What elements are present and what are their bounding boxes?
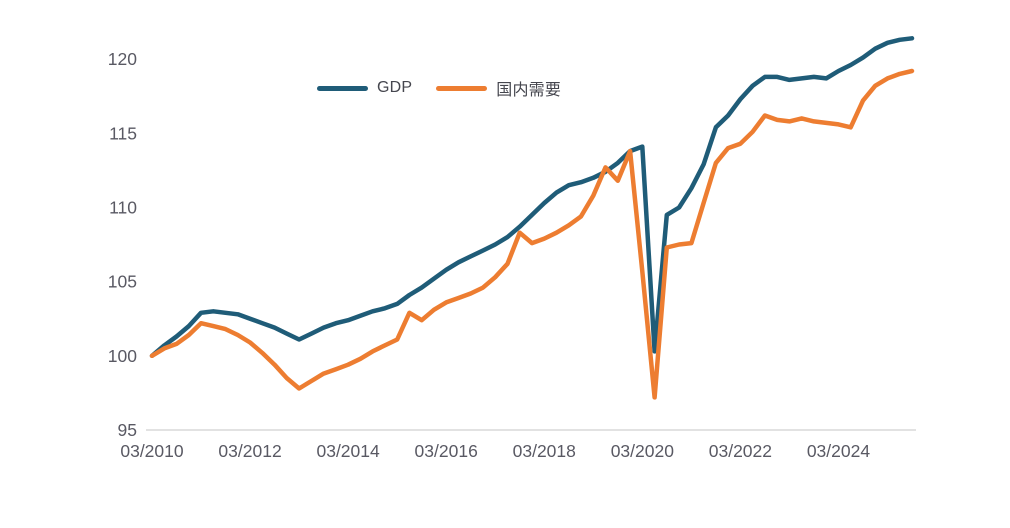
domestic-demand-line-swatch bbox=[436, 85, 488, 91]
x-tick-label: 03/2012 bbox=[218, 441, 281, 461]
legend-item-gdp: GDP bbox=[317, 79, 412, 97]
x-tick-label: 03/2018 bbox=[513, 441, 576, 461]
x-tick-label: 03/2014 bbox=[316, 441, 380, 461]
y-tick-label: 95 bbox=[118, 420, 137, 440]
gdp-line bbox=[149, 36, 915, 359]
legend-label-domestic-demand: 国内需要 bbox=[496, 82, 562, 99]
y-tick-label: 120 bbox=[108, 49, 137, 69]
x-tick-label: 03/2016 bbox=[415, 441, 478, 461]
chart-legend: GDP 国内需要 bbox=[317, 76, 561, 100]
legend-item-domestic-demand: 国内需要 bbox=[436, 76, 561, 100]
x-tick-label: 03/2020 bbox=[611, 441, 675, 461]
gdp-line-swatch bbox=[317, 85, 368, 91]
y-tick-label: 100 bbox=[108, 346, 137, 366]
domestic-demand-line bbox=[149, 68, 915, 400]
legend-label-gdp: GDP bbox=[377, 79, 413, 96]
y-tick-label: 115 bbox=[109, 123, 137, 143]
x-tick-label: 03/2010 bbox=[120, 441, 184, 461]
x-tick-label: 03/2024 bbox=[807, 441, 871, 461]
y-tick-label: 105 bbox=[108, 272, 137, 292]
y-tick-label: 110 bbox=[109, 197, 137, 217]
x-tick-label: 03/2022 bbox=[709, 441, 772, 461]
